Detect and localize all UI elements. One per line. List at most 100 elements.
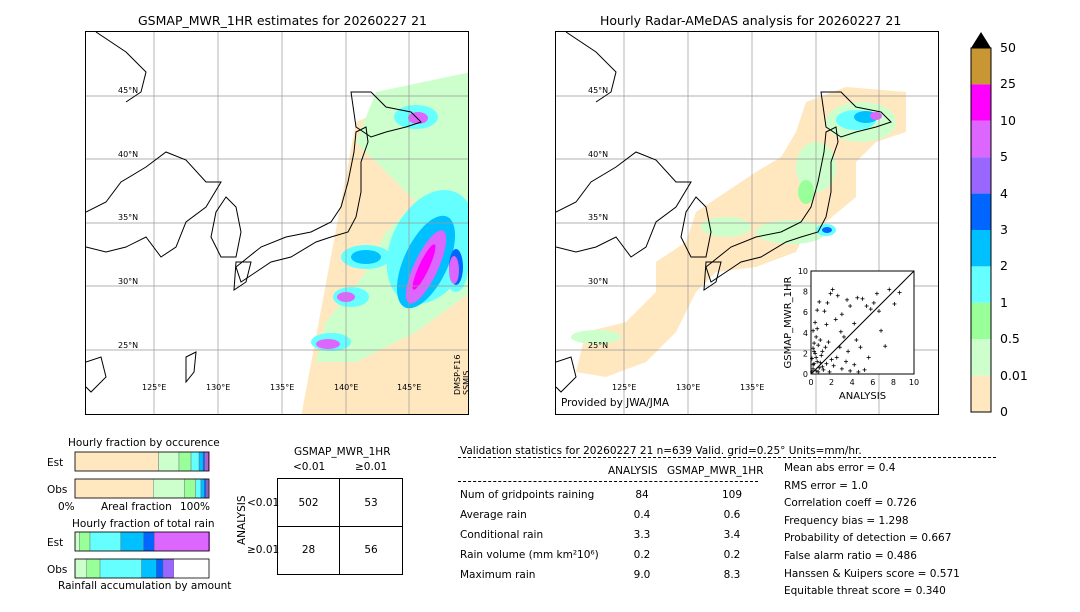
rainfrac-bar-segment <box>75 558 87 579</box>
left-lat-40: 40°N <box>118 150 139 159</box>
right-lat-35: 35°N <box>588 213 609 222</box>
left-lat-45: 45°N <box>118 86 139 95</box>
right-lat-45: 45°N <box>588 86 609 95</box>
right-map-title: Hourly Radar-AMeDAS analysis for 2026022… <box>600 13 902 28</box>
scatter-xtick: 6 <box>870 378 875 387</box>
occurrence-bar-segment <box>74 451 159 472</box>
scatter-point <box>828 291 833 296</box>
scatter-point <box>825 300 830 305</box>
scatter-point <box>868 307 873 312</box>
scatter-point <box>818 360 823 365</box>
validation-label: Num of gridpoints raining <box>460 489 595 501</box>
scatter-point <box>823 345 828 350</box>
rainfrac-est-label: Est <box>47 537 64 549</box>
cell-11: 56 <box>364 544 378 556</box>
occurrence-bar-outline <box>74 451 210 472</box>
rainfrac-bar-segment <box>89 531 122 552</box>
scatter-point <box>838 329 843 334</box>
scatter-point <box>813 351 818 356</box>
left-lon-130: 130°E <box>206 383 231 392</box>
colorbar-tick-label: 0.5 <box>1000 331 1020 347</box>
rainfrac-bar-segment <box>156 558 164 579</box>
colorbar-tick-label: 50 <box>1000 40 1016 55</box>
colorbar-extend-arrow <box>971 32 991 48</box>
left-lon-135: 135°E <box>270 383 295 392</box>
satellite-label-1: DMSP-F16 <box>453 354 462 395</box>
scatter-point <box>844 359 849 364</box>
scatter-point <box>852 321 857 326</box>
rainfrac-obs-label: Obs <box>47 564 68 576</box>
scatter-xtick: 10 <box>909 378 919 387</box>
colorbar-tick-label: 1 <box>1000 294 1008 310</box>
colorbar-tick-label: 10 <box>1000 112 1016 128</box>
left-lat-30: 30°N <box>118 277 139 286</box>
scatter-ytick: 4 <box>803 329 808 338</box>
scatter-point <box>815 359 820 364</box>
right-lon-125: 125°E <box>612 383 637 392</box>
occurrence-x-0: 0% <box>58 501 75 513</box>
left-rain-magenta-1 <box>412 244 436 290</box>
scatter-ytick: 2 <box>803 349 808 358</box>
colorbar-segment <box>971 48 991 85</box>
validation-score: False alarm ratio = 0.486 <box>784 550 917 562</box>
occurrence-bar-segment <box>153 478 185 499</box>
validation-dashed-line-2 <box>458 481 758 482</box>
validation-score: RMS error = 1.0 <box>784 479 868 492</box>
scatter-point <box>814 334 819 339</box>
validation-dashed-line <box>458 457 996 458</box>
scatter-point <box>812 341 817 346</box>
right-rain-blue-2 <box>822 227 832 233</box>
validation-gsmap: 0.6 <box>723 509 741 521</box>
colorbar-tick-label: 0.01 <box>1000 367 1028 383</box>
scatter-point <box>874 291 879 296</box>
scatter-point <box>876 309 881 314</box>
validation-analysis: 0.4 <box>633 509 651 521</box>
scatter-point <box>827 369 832 374</box>
scatter-ytick: 10 <box>798 267 808 276</box>
scatter-point <box>831 363 836 368</box>
scatter-point <box>854 338 859 343</box>
scatter-point <box>816 369 821 374</box>
rainfrac-bar-outline <box>74 558 210 579</box>
scatter-point <box>834 355 839 360</box>
scatter-point <box>817 365 822 370</box>
scatter-point <box>815 326 820 331</box>
colorbar-segment <box>971 302 991 340</box>
validation-score: Equitable threat score = 0.340 <box>784 585 946 598</box>
left-rain-purple-5 <box>408 112 428 124</box>
colorbar <box>970 32 992 413</box>
credit-label: Provided by JWA/JMA <box>561 397 670 409</box>
scatter-point <box>839 366 844 371</box>
scatter-diagonal <box>810 270 915 375</box>
scatter-point <box>822 309 827 314</box>
rainfrac-bar-segment <box>143 531 155 552</box>
scatter-ytick: 0 <box>803 370 808 379</box>
colorbar-segment <box>971 84 991 121</box>
right-lat-25: 25°N <box>588 341 609 350</box>
scatter-point <box>897 290 902 295</box>
scatter-point <box>864 304 869 309</box>
occurrence-bar-segment <box>184 478 196 499</box>
col-gsmap: GSMAP_MWR_1HR <box>667 465 764 477</box>
occurrence-bar-segment <box>178 451 192 472</box>
cell-01: 53 <box>364 497 378 509</box>
occurrence-xlabel: Areal fraction <box>101 501 172 513</box>
left-map-panel <box>85 31 469 415</box>
scatter-point <box>814 355 819 360</box>
scatter-point <box>839 312 844 317</box>
scatter-point <box>830 287 835 292</box>
occurrence-bar-segment <box>158 451 180 472</box>
left-gridlines <box>86 32 468 414</box>
colorbar-tick-label: 4 <box>1000 185 1008 201</box>
validation-gsmap: 109 <box>721 489 743 501</box>
rainfrac-bar-segment <box>162 558 174 579</box>
scatter-ytick: 6 <box>803 308 808 317</box>
colorbar-segment <box>971 375 991 412</box>
left-rain-purple-3 <box>316 339 340 349</box>
validation-gsmap: 8.3 <box>723 569 741 581</box>
validation-score: Frequency bias = 1.298 <box>784 514 909 527</box>
validation-header: Validation statistics for 20260227 21 n=… <box>460 445 862 457</box>
colorbar-tick-label: 3 <box>1000 222 1008 237</box>
occurrence-title: Hourly fraction by occurence <box>68 437 220 449</box>
right-rain-green-4 <box>701 217 751 237</box>
